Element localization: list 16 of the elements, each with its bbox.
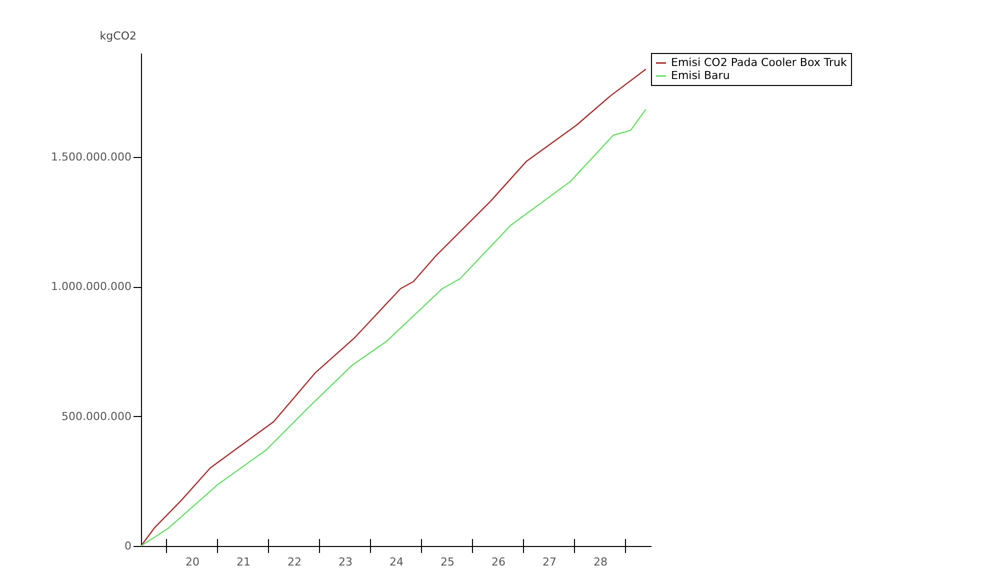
x-tick-label: 26 (492, 556, 506, 568)
x-tick-label: 20 (186, 556, 200, 568)
x-tick-label: 23 (338, 556, 352, 568)
y-tick-label: 1.000.000.000 (51, 280, 132, 294)
x-tick-label: 25 (440, 556, 454, 568)
y-tick-label: 1.500.000.000 (51, 150, 132, 164)
legend-label: Emisi CO2 Pada Cooler Box Truk (671, 56, 848, 69)
x-tick-label: 27 (542, 556, 556, 568)
y-tick-label: 0 (124, 540, 132, 552)
x-tick-label: 21 (236, 556, 250, 568)
y-axis-title: kgCO2 (100, 30, 136, 42)
x-tick-label: 24 (390, 556, 404, 568)
x-tick-label: 28 (594, 556, 608, 568)
legend-label: Emisi Baru (671, 69, 730, 82)
x-tick-label: 22 (288, 556, 302, 568)
y-tick-label: 500.000.000 (62, 410, 132, 423)
